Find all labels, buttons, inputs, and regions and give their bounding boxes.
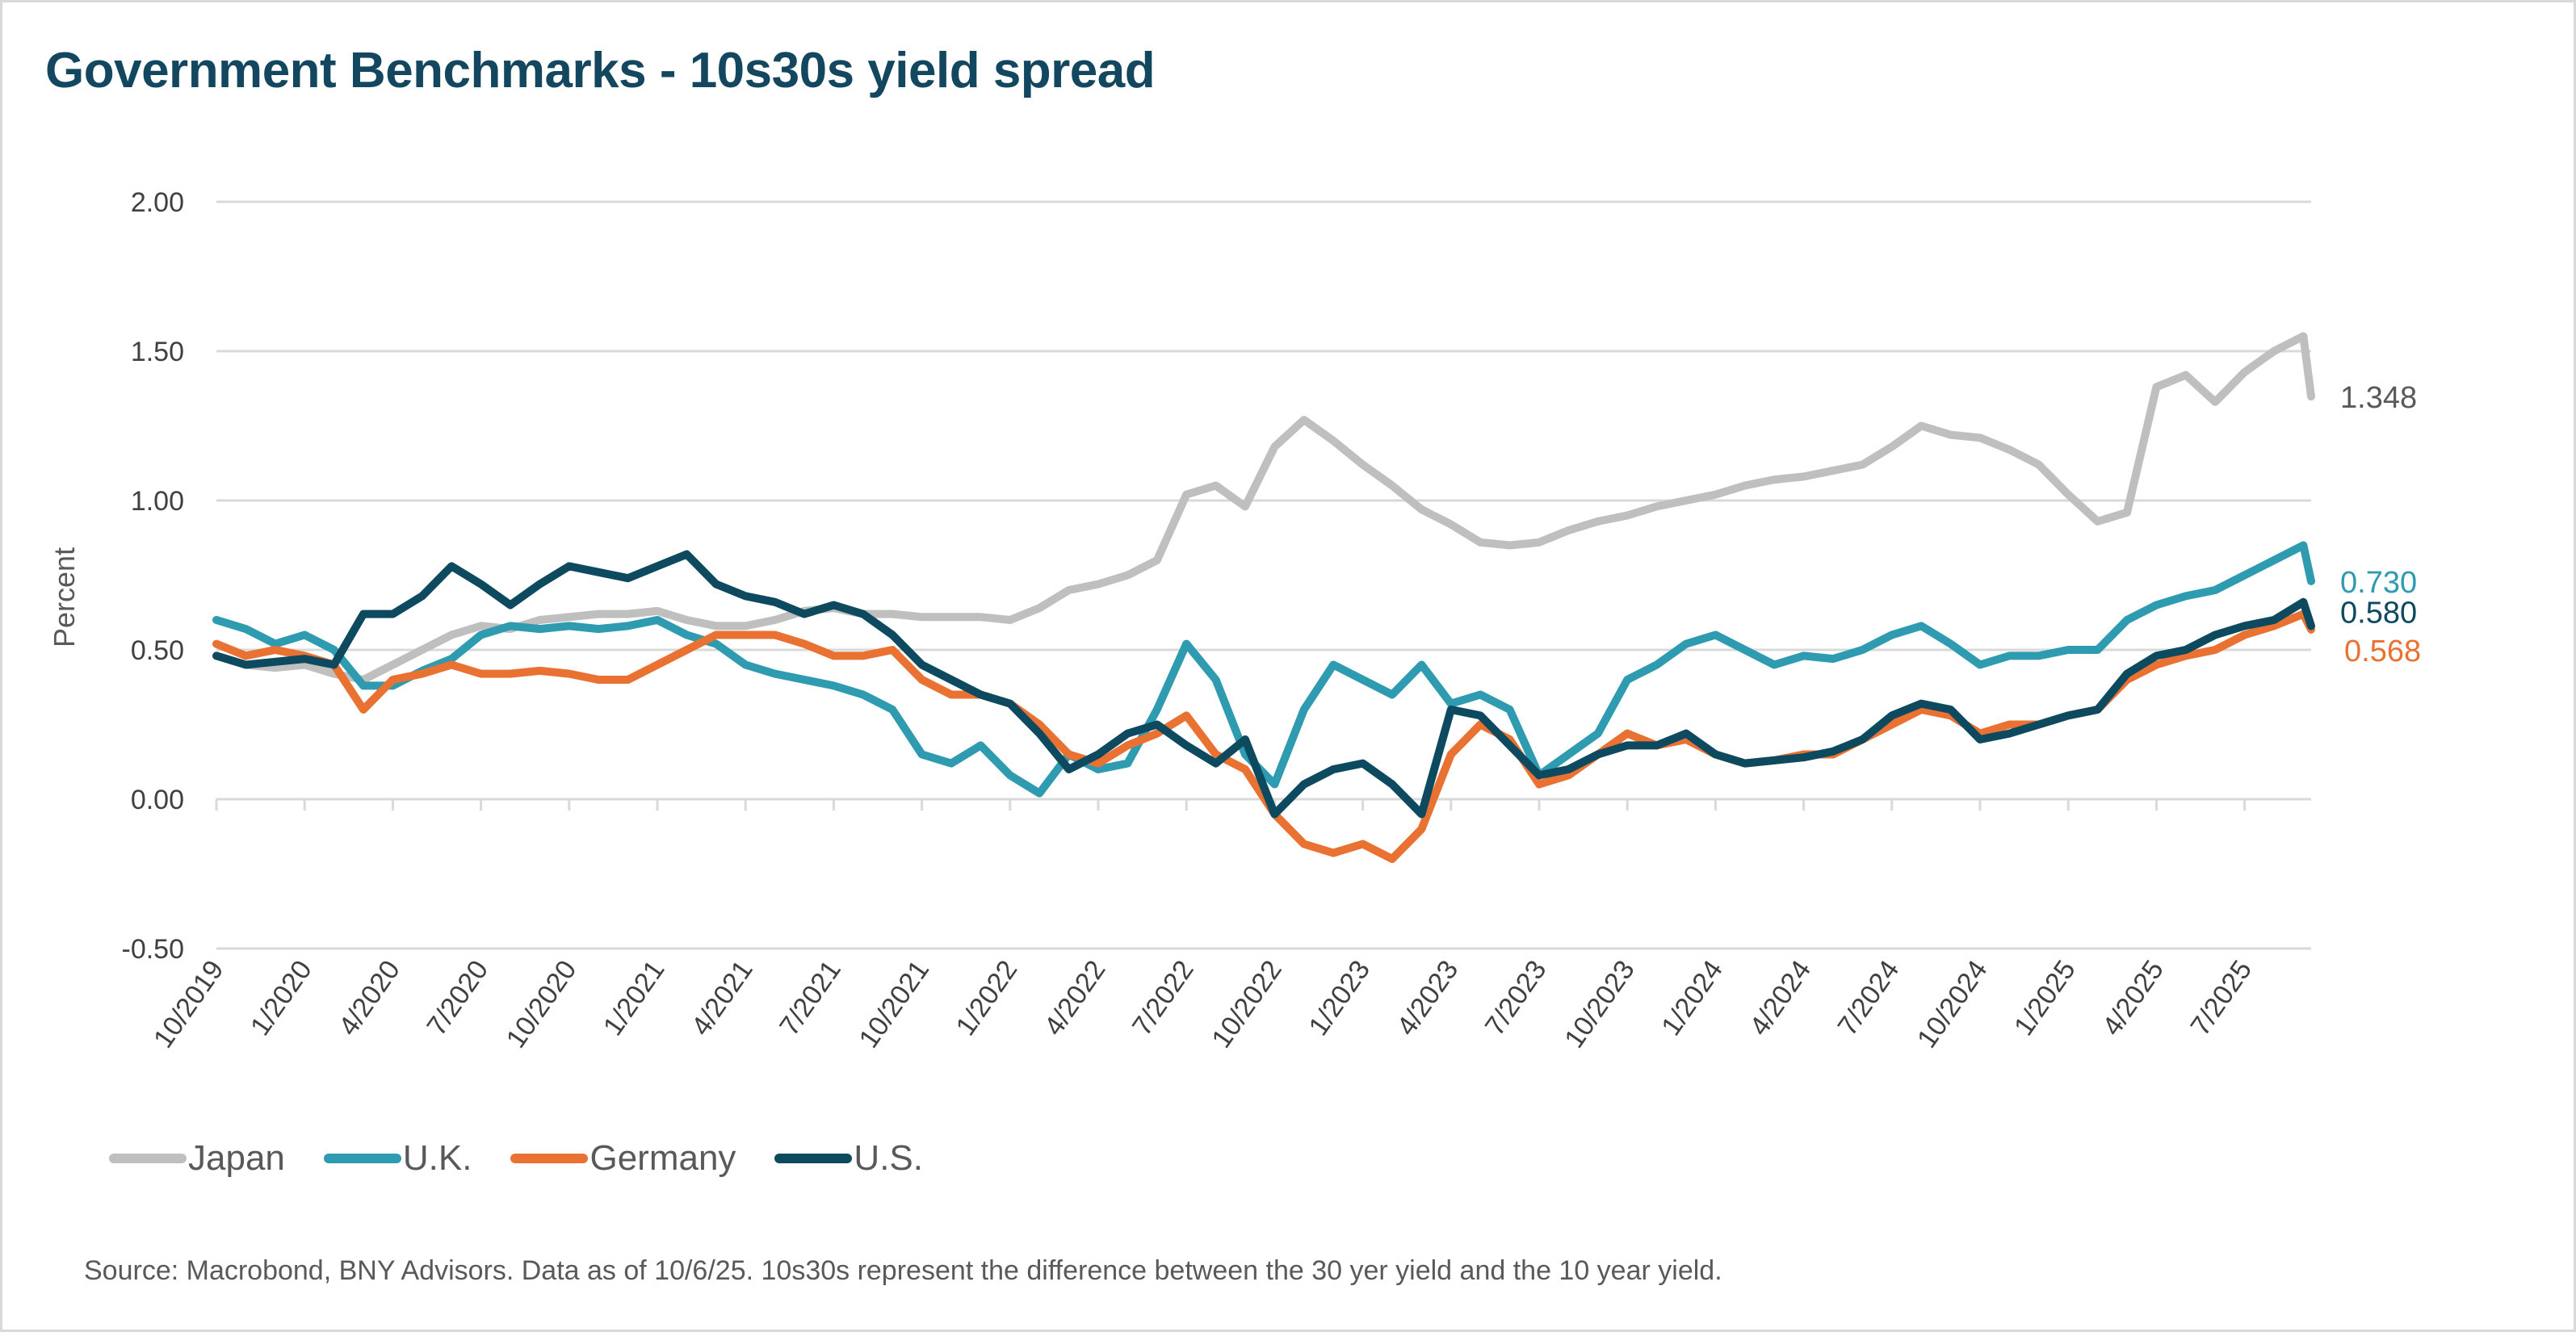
- x-tick-label: 10/2020: [501, 955, 583, 1053]
- y-tick-label: 1.00: [131, 486, 184, 517]
- x-tick-label: 10/2022: [1206, 955, 1288, 1053]
- source-note: Source: Macrobond, BNY Advisors. Data as…: [84, 1255, 1722, 1286]
- chart-title: Government Benchmarks - 10s30s yield spr…: [45, 43, 1156, 98]
- x-tick-label: 4/2025: [2096, 955, 2170, 1041]
- x-tick-label: 1/2021: [598, 955, 671, 1041]
- series-line-uk: [212, 541, 2315, 798]
- x-tick-label: 4/2020: [333, 955, 406, 1041]
- end-value-labels: 1.348 0.730 0.568 0.580: [2340, 381, 2421, 668]
- x-tick-label: 7/2022: [1126, 955, 1200, 1041]
- end-label-germany: 0.568: [2344, 635, 2421, 668]
- x-tick-label: 10/2023: [1559, 955, 1641, 1053]
- x-tick-label: 1/2025: [2008, 955, 2082, 1041]
- x-tick-label: 10/2024: [1911, 955, 1994, 1053]
- legend-item-germany: Germany: [510, 1138, 736, 1179]
- legend-label: U.K.: [402, 1138, 472, 1178]
- gridlines: [216, 200, 2311, 950]
- legend-item-japan: Japan: [109, 1138, 285, 1179]
- legend-swatch: [323, 1154, 401, 1163]
- x-tick-label: 7/2024: [1832, 955, 1906, 1041]
- end-label-us: 0.580: [2340, 596, 2417, 630]
- legend-label: Japan: [188, 1138, 285, 1178]
- x-tick-label: 1/2020: [245, 955, 318, 1041]
- x-tick-label: 10/2019: [148, 955, 230, 1053]
- legend-label: Germany: [589, 1138, 736, 1178]
- x-tick-label: 4/2021: [686, 955, 759, 1041]
- x-tick-label: 7/2021: [774, 955, 847, 1041]
- legend: Japan U.K. Germany U.S.: [109, 1138, 923, 1179]
- legend-swatch: [510, 1154, 589, 1163]
- x-tick-label: 1/2023: [1303, 955, 1376, 1041]
- x-tick-label: 10/2021: [854, 955, 936, 1053]
- legend-label: U.S.: [854, 1138, 923, 1178]
- end-label-uk: 0.730: [2340, 566, 2417, 600]
- y-tick-label: 2.00: [131, 187, 184, 218]
- x-tick-label: 4/2023: [1391, 955, 1465, 1041]
- x-tick-label: 7/2020: [421, 955, 494, 1041]
- y-axis-label: Percent: [48, 547, 81, 647]
- legend-item-uk: U.K.: [323, 1138, 472, 1179]
- y-tick-label: 1.50: [131, 337, 184, 367]
- x-tick-label: 7/2025: [2184, 955, 2258, 1041]
- x-tick-label: 1/2024: [1655, 955, 1729, 1041]
- legend-item-us: U.S.: [774, 1138, 923, 1179]
- y-tick-label: 0.50: [131, 635, 184, 666]
- y-tick-label: 0.00: [131, 785, 184, 815]
- y-axis-ticks: 2.00 1.50 1.00 0.50 0.00 -0.50: [122, 187, 185, 965]
- y-tick-label: -0.50: [122, 934, 185, 965]
- series-lines: [212, 332, 2315, 863]
- legend-swatch: [774, 1154, 853, 1163]
- series-line-us: [212, 550, 2315, 819]
- series-line-japan: [212, 332, 2315, 684]
- end-label-japan: 1.348: [2340, 381, 2417, 415]
- x-axis-ticks: 10/2019 1/2020 4/2020 7/2020 10/2020 1/2021 4/…: [148, 799, 2258, 1053]
- x-tick-label: 1/2022: [950, 955, 1024, 1041]
- legend-swatch: [109, 1154, 187, 1163]
- x-tick-label: 4/2022: [1038, 955, 1112, 1041]
- x-tick-label: 7/2023: [1479, 955, 1553, 1041]
- x-tick-label: 4/2024: [1743, 955, 1817, 1041]
